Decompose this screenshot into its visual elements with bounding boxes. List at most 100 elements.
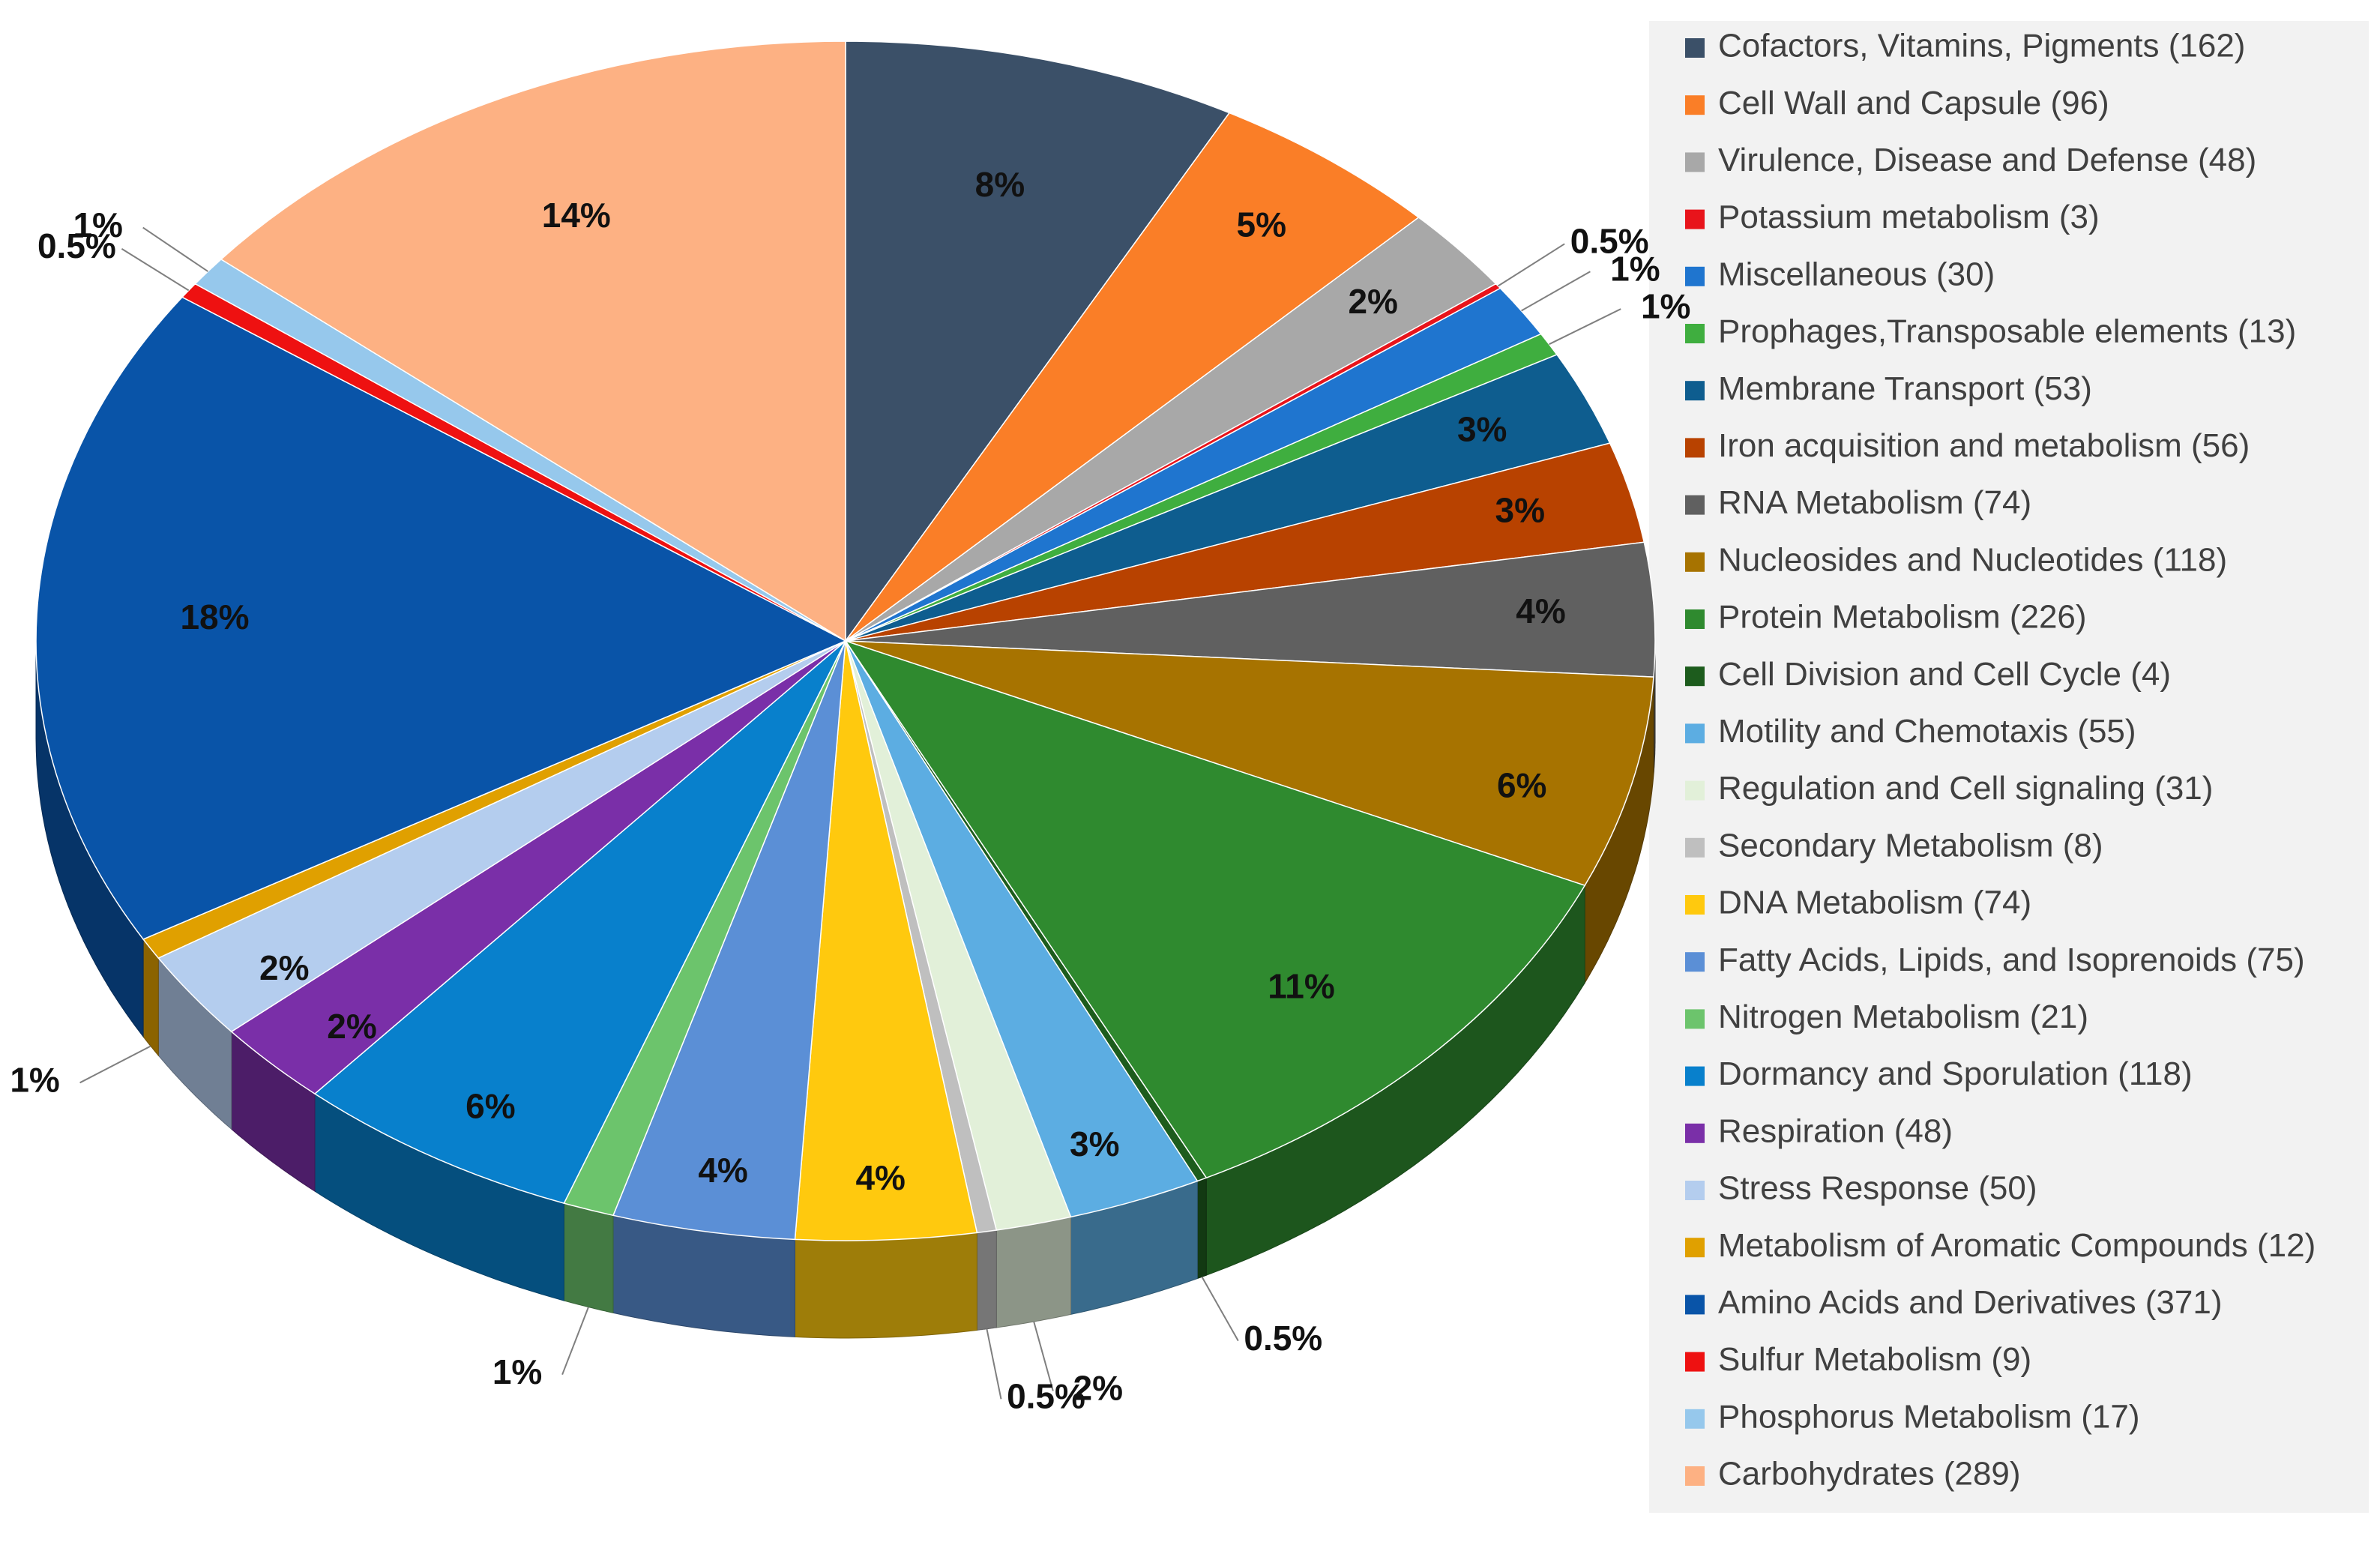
legend-label: Virulence, Disease and Defense (48) (1718, 142, 2256, 178)
pie-side-wall (995, 1216, 1071, 1328)
leader-line (142, 226, 208, 272)
slice-percent-label: 3% (1070, 1124, 1119, 1163)
legend-item: Stress Response (50) (1685, 1170, 2037, 1207)
legend-label: Membrane Transport (53) (1718, 370, 2092, 407)
legend-swatch (1685, 1123, 1705, 1143)
slice-percent-label: 4% (1516, 591, 1565, 630)
pie-side-wall (1196, 1177, 1207, 1280)
legend-swatch (1685, 609, 1705, 629)
legend-item: Nitrogen Metabolism (21) (1685, 999, 2088, 1035)
legend-item: Phosphorus Metabolism (17) (1685, 1398, 2139, 1435)
legend-swatch (1685, 666, 1705, 687)
pie-slice (845, 112, 1420, 642)
legend-item: Virulence, Disease and Defense (48) (1685, 142, 2256, 178)
legend-item: Fatty Acids, Lipids, and Isoprenoids (75… (1685, 942, 2305, 978)
legend-panel (1649, 21, 2369, 1513)
slice-percent-label: 0.5% (37, 226, 116, 265)
legend-swatch (1685, 209, 1705, 229)
pie-slice (35, 296, 847, 940)
legend-label: RNA Metabolism (74) (1718, 484, 2031, 521)
legend-item: Iron acquisition and metabolism (56) (1685, 427, 2250, 464)
slice-percent-label: 6% (466, 1087, 515, 1126)
legend-swatch (1685, 952, 1705, 972)
legend-swatch (1685, 495, 1705, 515)
slice-percent-label: 8% (975, 165, 1025, 204)
pie-slice (220, 40, 846, 642)
slice-percent-label: 1% (492, 1352, 542, 1391)
leader-lines (79, 226, 1621, 1400)
slice-percent-label: 1% (1610, 249, 1660, 288)
leader-line (79, 1045, 151, 1084)
legend-swatch (1685, 780, 1705, 801)
slice-percent-label: 4% (855, 1158, 905, 1197)
legend-item: DNA Metabolism (74) (1685, 885, 2031, 921)
legend-swatch (1685, 1181, 1705, 1200)
leader-line (986, 1328, 1002, 1400)
slice-percent-label: 2% (327, 1007, 376, 1046)
slice-percent-label: 1% (1641, 286, 1690, 325)
pie-slice (844, 639, 1586, 1179)
pie-slice (845, 640, 1654, 887)
legend-item: Cell Wall and Capsule (96) (1685, 85, 2109, 121)
legend-item: Sulfur Metabolism (9) (1685, 1341, 2031, 1378)
slice-percent-label: 0.5% (1007, 1376, 1085, 1415)
legend-label: Phosphorus Metabolism (17) (1718, 1398, 2139, 1435)
legend-label: Cofactors, Vitamins, Pigments (162) (1718, 28, 2245, 64)
pie-slice (313, 640, 846, 1204)
legend-label: Sulfur Metabolism (9) (1718, 1341, 2031, 1378)
legend-swatch (1685, 552, 1705, 572)
legend-label: Nucleosides and Nucleotides (118) (1718, 541, 2227, 578)
legend-item: Metabolism of Aromatic Compounds (12) (1685, 1227, 2316, 1264)
legend-item: RNA Metabolism (74) (1685, 484, 2031, 521)
legend-label: Prophages,Transposable elements (13) (1718, 313, 2296, 350)
legend-swatch (1685, 38, 1705, 58)
leader-line (561, 1307, 589, 1376)
legend-swatch (1685, 837, 1705, 858)
leader-line (1497, 243, 1565, 287)
legend-label: Regulation and Cell signaling (31) (1718, 770, 2213, 807)
legend-label: Miscellaneous (30) (1718, 256, 1995, 292)
legend-label: Dormancy and Sporulation (118) (1718, 1055, 2193, 1092)
legend-label: Secondary Metabolism (8) (1718, 827, 2103, 864)
legend-swatch (1685, 95, 1705, 115)
legend-swatch (1685, 1409, 1705, 1429)
legend-swatch (1685, 1466, 1705, 1486)
legend-label: DNA Metabolism (74) (1718, 885, 2031, 921)
legend-label: Cell Division and Cell Cycle (4) (1718, 656, 2171, 693)
leader-line (1549, 308, 1621, 346)
slice-percent-label: 0.5% (1570, 221, 1649, 260)
slice-percent-label: 3% (1457, 410, 1507, 449)
slice-percent-label: 1% (10, 1060, 59, 1099)
slice-percent-label: 6% (1497, 765, 1546, 804)
legend-swatch (1685, 1352, 1705, 1372)
legend: Cofactors, Vitamins, Pigments (162) Cell … (1685, 28, 2316, 1493)
legend-label: Protein Metabolism (226) (1718, 599, 2087, 636)
slice-percent-label: 18% (180, 597, 249, 636)
legend-item: Miscellaneous (30) (1685, 256, 1995, 292)
legend-swatch (1685, 895, 1705, 915)
leader-line (1201, 1276, 1239, 1342)
legend-swatch (1685, 152, 1705, 172)
legend-label: Carbohydrates (289) (1718, 1456, 2021, 1493)
leader-line (1521, 271, 1591, 312)
legend-swatch (1685, 266, 1705, 286)
legend-item: Carbohydrates (289) (1685, 1456, 2021, 1493)
pie-slice (845, 541, 1656, 678)
legend-swatch (1685, 1238, 1705, 1258)
legend-item: Cofactors, Vitamins, Pigments (162) (1685, 28, 2245, 64)
legend-item: Potassium metabolism (3) (1685, 199, 2100, 235)
slice-percent-label: 2% (1348, 282, 1397, 321)
legend-item: Cell Division and Cell Cycle (4) (1685, 656, 2171, 693)
legend-item: Membrane Transport (53) (1685, 370, 2092, 407)
pie-top-slices (35, 40, 1656, 1241)
legend-label: Amino Acids and Derivatives (371) (1718, 1284, 2223, 1321)
legend-swatch (1685, 1066, 1705, 1086)
legend-swatch (1685, 438, 1705, 458)
legend-label: Stress Response (50) (1718, 1170, 2037, 1207)
slice-percent-label: 5% (1237, 205, 1286, 244)
percent-labels: 8%5%2%0.5%1%1%3%3%4%6%11%0.5%3%2%0.5%4%4… (10, 165, 1690, 1415)
legend-label: Respiration (48) (1718, 1112, 1953, 1149)
legend-label: Nitrogen Metabolism (21) (1718, 999, 2088, 1035)
legend-item: Nucleosides and Nucleotides (118) (1685, 541, 2227, 578)
slice-percent-label: 1% (73, 205, 122, 244)
